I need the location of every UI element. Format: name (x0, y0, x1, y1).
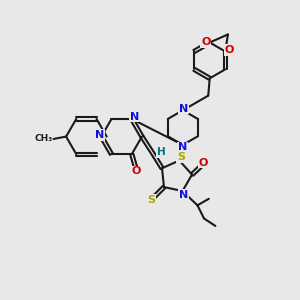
Text: N: N (179, 104, 188, 114)
Text: N: N (130, 112, 139, 122)
Text: O: O (199, 158, 208, 168)
Text: N: N (179, 190, 188, 200)
Text: CH₃: CH₃ (34, 134, 52, 143)
Text: S: S (177, 152, 185, 162)
Text: O: O (201, 37, 211, 47)
Text: N: N (95, 130, 104, 140)
Text: S: S (147, 195, 155, 205)
Text: H: H (157, 147, 165, 158)
Text: O: O (131, 166, 141, 176)
Text: N: N (178, 142, 187, 152)
Text: O: O (224, 45, 234, 55)
